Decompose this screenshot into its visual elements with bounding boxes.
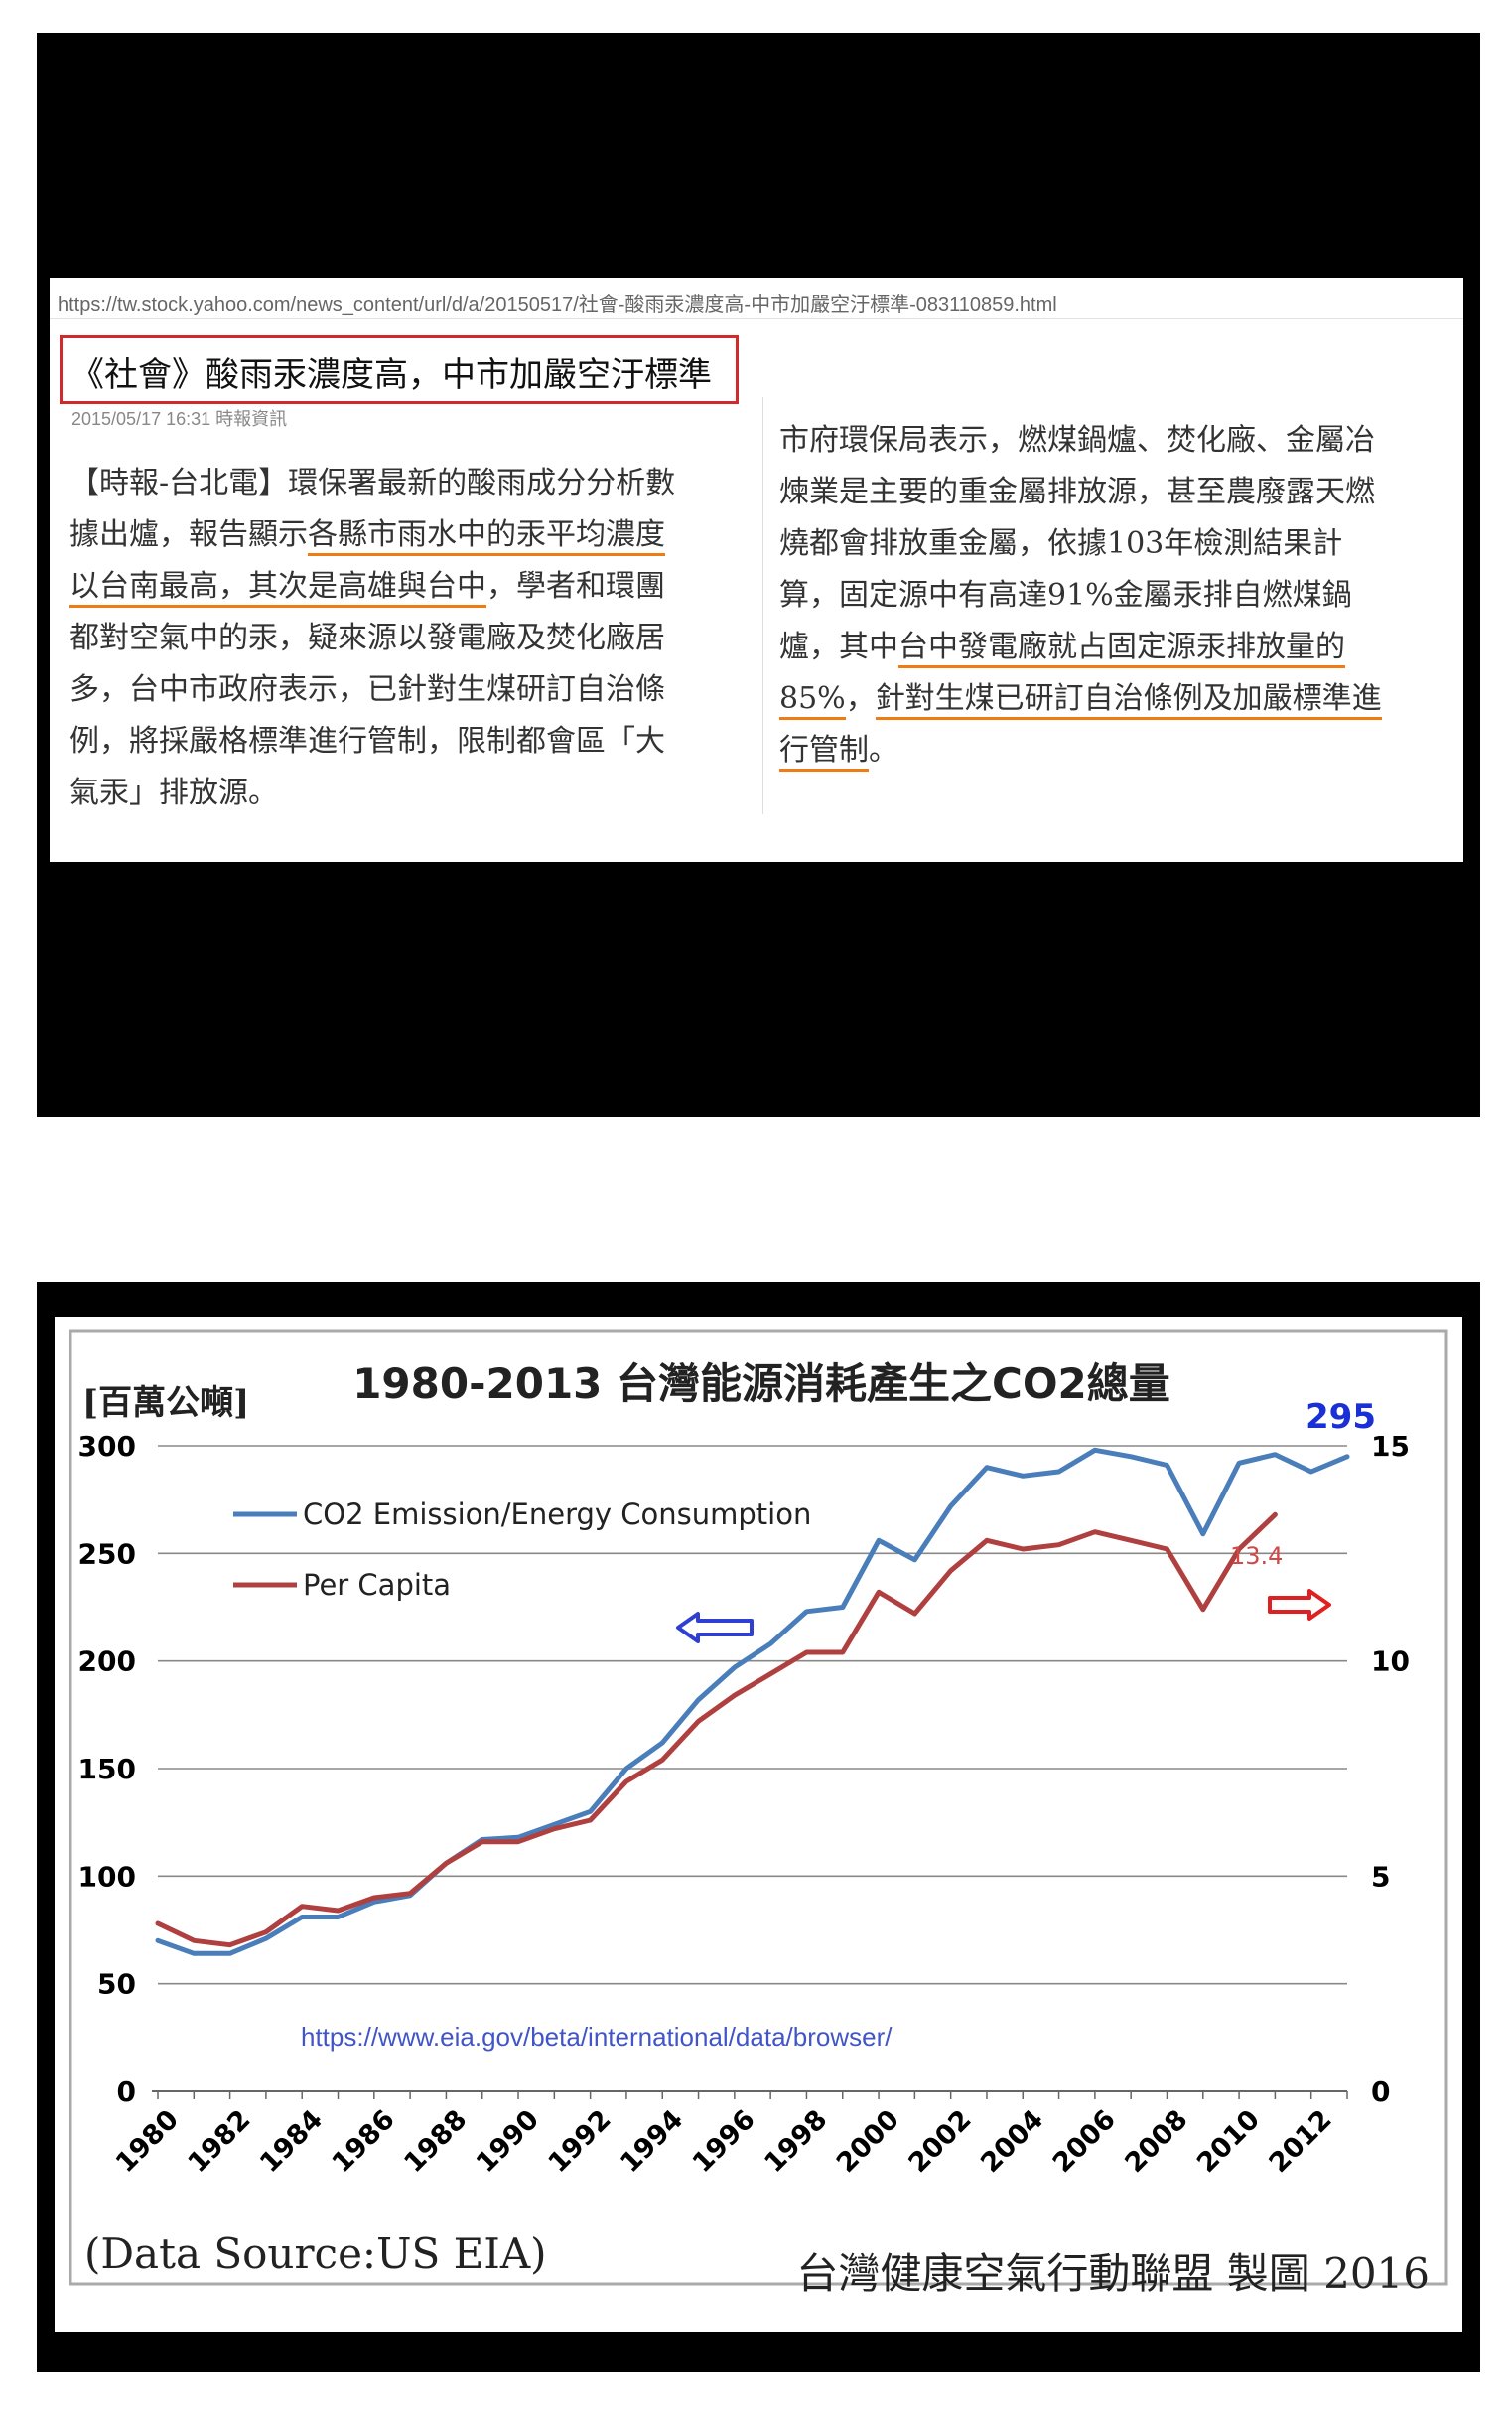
y-tick-label: 150 bbox=[78, 1753, 136, 1785]
y-tick-label: 0 bbox=[117, 2075, 136, 2108]
text-run: 據出爐，報告顯示 bbox=[69, 517, 308, 552]
article-line: 【時報-台北電】環保署最新的酸雨成分分析數 bbox=[69, 458, 745, 509]
text-run: 市府環保局表示，燃煤鍋爐、焚化廠、金屬冶 bbox=[779, 423, 1375, 458]
series-lines bbox=[155, 1447, 1350, 1956]
article-line: 燒都會排放重金屬，依據103年檢測結果計 bbox=[779, 518, 1454, 570]
article-line: 算，固定源中有高達91%金屬汞排自燃煤鍋 bbox=[779, 570, 1454, 622]
text-run: 爐，其中 bbox=[779, 630, 898, 664]
text-run: 算，固定源中有高達91%金屬汞排自燃煤鍋 bbox=[779, 578, 1352, 613]
text-run: 都對空氣中的汞，疑來源以發電廠及焚化廠居 bbox=[69, 621, 665, 655]
per-capita-value-label: 13.4 bbox=[1230, 1542, 1283, 1570]
co2-emission-chart: 0 50 100 150 200 250 300 0 5 10 15 1980198219841986… bbox=[69, 1329, 1448, 2298]
headline-highlight-box: 《社會》酸雨汞濃度高，中市加嚴空汙標準 bbox=[60, 335, 739, 404]
chart-labels: 1980-2013 台灣能源消耗產生之CO2總量 [百萬公噸] CO2 Emissi… bbox=[82, 1359, 1430, 2298]
y-tick-label: 250 bbox=[78, 1537, 136, 1570]
underlined-text: 85% bbox=[779, 681, 846, 720]
x-tick-label: 1984 bbox=[254, 2104, 329, 2179]
chart-title: 1980-2013 台灣能源消耗產生之CO2總量 bbox=[352, 1359, 1170, 1408]
y-tick-label: 300 bbox=[78, 1430, 136, 1463]
y-tick-label: 200 bbox=[78, 1645, 136, 1678]
x-tick-label: 1986 bbox=[327, 2104, 401, 2179]
article-line: 氣汞」排放源。 bbox=[69, 768, 745, 819]
text-run: ，學者和環團 bbox=[486, 569, 665, 604]
underlined-text: 各縣市雨水中的汞平均濃度 bbox=[308, 517, 665, 556]
y2-tick-label: 10 bbox=[1371, 1645, 1410, 1678]
url-divider bbox=[50, 318, 1463, 319]
x-tick-label: 1992 bbox=[543, 2104, 618, 2179]
column-divider bbox=[762, 397, 763, 814]
article-line: 都對空氣中的汞，疑來源以發電廠及焚化廠居 bbox=[69, 613, 745, 664]
y-axis-label: [百萬公噸] bbox=[82, 1383, 249, 1423]
y2-tick-label: 5 bbox=[1371, 1860, 1390, 1893]
series-line-2 bbox=[155, 1511, 1278, 1948]
x-tick-label: 2010 bbox=[1191, 2104, 1266, 2179]
credit-footer: 台灣健康空氣行動聯盟 製圖 2016 bbox=[796, 2249, 1430, 2298]
axes: 0 50 100 150 200 250 300 0 5 10 15 1980198219841986… bbox=[78, 1430, 1410, 2179]
legend-label-co2: CO2 Emission/Energy Consumption bbox=[303, 1497, 811, 1531]
article-line: 85%，針對生煤已研訂自治條例及加嚴標準進 bbox=[779, 673, 1454, 725]
underlined-text: 針對生煤已研訂自治條例及加嚴標準進 bbox=[875, 681, 1382, 720]
chart-panel: 0 50 100 150 200 250 300 0 5 10 15 1980 1982 1984 1986… bbox=[37, 1282, 1480, 2372]
legend-label-per-capita: Per Capita bbox=[303, 1568, 451, 1602]
y2-tick-label: 15 bbox=[1371, 1430, 1410, 1463]
chart-card: 0 50 100 150 200 250 300 0 5 10 15 1980 1982 1984 1986… bbox=[55, 1317, 1462, 2332]
article-line: 據出爐，報告顯示各縣市雨水中的汞平均濃度 bbox=[69, 509, 745, 561]
y-tick-label: 50 bbox=[97, 1968, 136, 2001]
text-run: 氣汞」排放源。 bbox=[69, 776, 278, 810]
text-run: 。 bbox=[869, 733, 898, 768]
text-run: 【時報-台北電】環保署最新的酸雨成分分析數 bbox=[69, 466, 676, 500]
x-tick-label: 2006 bbox=[1047, 2104, 1122, 2179]
x-tick-label: 2002 bbox=[903, 2104, 978, 2179]
underlined-text: 台中發電廠就占固定源汞排放量的 bbox=[898, 630, 1345, 668]
x-tick-label: 1982 bbox=[182, 2104, 256, 2179]
article-line: 以台南最高，其次是高雄與台中，學者和環團 bbox=[69, 561, 745, 613]
text-run: 煉業是主要的重金屬排放源，甚至農廢露天燃 bbox=[779, 475, 1375, 509]
x-tick-label: 1990 bbox=[471, 2104, 545, 2179]
news-article: https://tw.stock.yahoo.com/news_content/… bbox=[50, 278, 1463, 862]
article-byline: 2015/05/17 16:31 時報資訊 bbox=[71, 409, 288, 429]
x-tick-label: 2008 bbox=[1119, 2104, 1193, 2179]
y-tick-label: 100 bbox=[78, 1860, 136, 1893]
x-tick-label: 2000 bbox=[831, 2104, 905, 2179]
article-right-column: 市府環保局表示，燃煤鍋爐、焚化廠、金屬冶 煉業是主要的重金屬排放源，甚至農廢露天燃… bbox=[779, 415, 1454, 777]
x-tick-label: 2012 bbox=[1264, 2104, 1338, 2179]
gridlines bbox=[158, 1445, 1347, 1985]
text-run: 燒都會排放重金屬，依據103年檢測結果計 bbox=[779, 526, 1343, 561]
text-run: 多，台中市政府表示，已針對生煤研訂自治條 bbox=[69, 672, 665, 707]
article-line: 多，台中市政府表示，已針對生煤研訂自治條 bbox=[69, 664, 745, 716]
text-run: 例，將採嚴格標準進行管制，限制都會區「大 bbox=[69, 724, 665, 759]
series-line-1 bbox=[155, 1447, 1350, 1956]
y2-tick-label: 0 bbox=[1371, 2075, 1390, 2108]
x-tick-label: 1980 bbox=[110, 2104, 185, 2179]
article-screenshot-panel: https://tw.stock.yahoo.com/news_content/… bbox=[37, 33, 1480, 1117]
article-line: 行管制。 bbox=[779, 725, 1454, 777]
article-headline: 《社會》酸雨汞濃度高，中市加嚴空汙標準 bbox=[70, 355, 712, 395]
article-line: 市府環保局表示，燃煤鍋爐、焚化廠、金屬冶 bbox=[779, 415, 1454, 467]
underlined-text: 行管制 bbox=[779, 733, 869, 772]
data-source-footer: (Data Source:US EIA) bbox=[84, 2229, 547, 2278]
article-line: 煉業是主要的重金屬排放源，甚至農廢露天燃 bbox=[779, 467, 1454, 518]
article-line: 例，將採嚴格標準進行管制，限制都會區「大 bbox=[69, 716, 745, 768]
underlined-text: 以台南最高，其次是高雄與台中 bbox=[69, 569, 486, 608]
text-run: ， bbox=[845, 681, 876, 716]
article-url[interactable]: https://tw.stock.yahoo.com/news_content/… bbox=[58, 294, 1057, 316]
left-axis-arrow-icon bbox=[676, 1612, 754, 1643]
article-left-column: 【時報-台北電】環保署最新的酸雨成分分析數 據出爐，報告顯示各縣市雨水中的汞平均濃… bbox=[69, 458, 745, 819]
x-tick-label: 1996 bbox=[687, 2104, 761, 2179]
article-line: 爐，其中台中發電廠就占固定源汞排放量的 bbox=[779, 622, 1454, 673]
right-axis-arrow-icon bbox=[1268, 1589, 1331, 1621]
source-url: https://www.eia.gov/beta/international/d… bbox=[301, 2022, 893, 2052]
x-tick-label: 1988 bbox=[398, 2104, 473, 2179]
chart-frame bbox=[69, 1329, 1448, 2286]
x-tick-label: 1998 bbox=[758, 2104, 833, 2179]
x-tick-label: 2004 bbox=[975, 2104, 1049, 2179]
x-tick-label: 1994 bbox=[615, 2104, 689, 2179]
peak-value-label: 295 bbox=[1306, 1397, 1376, 1437]
